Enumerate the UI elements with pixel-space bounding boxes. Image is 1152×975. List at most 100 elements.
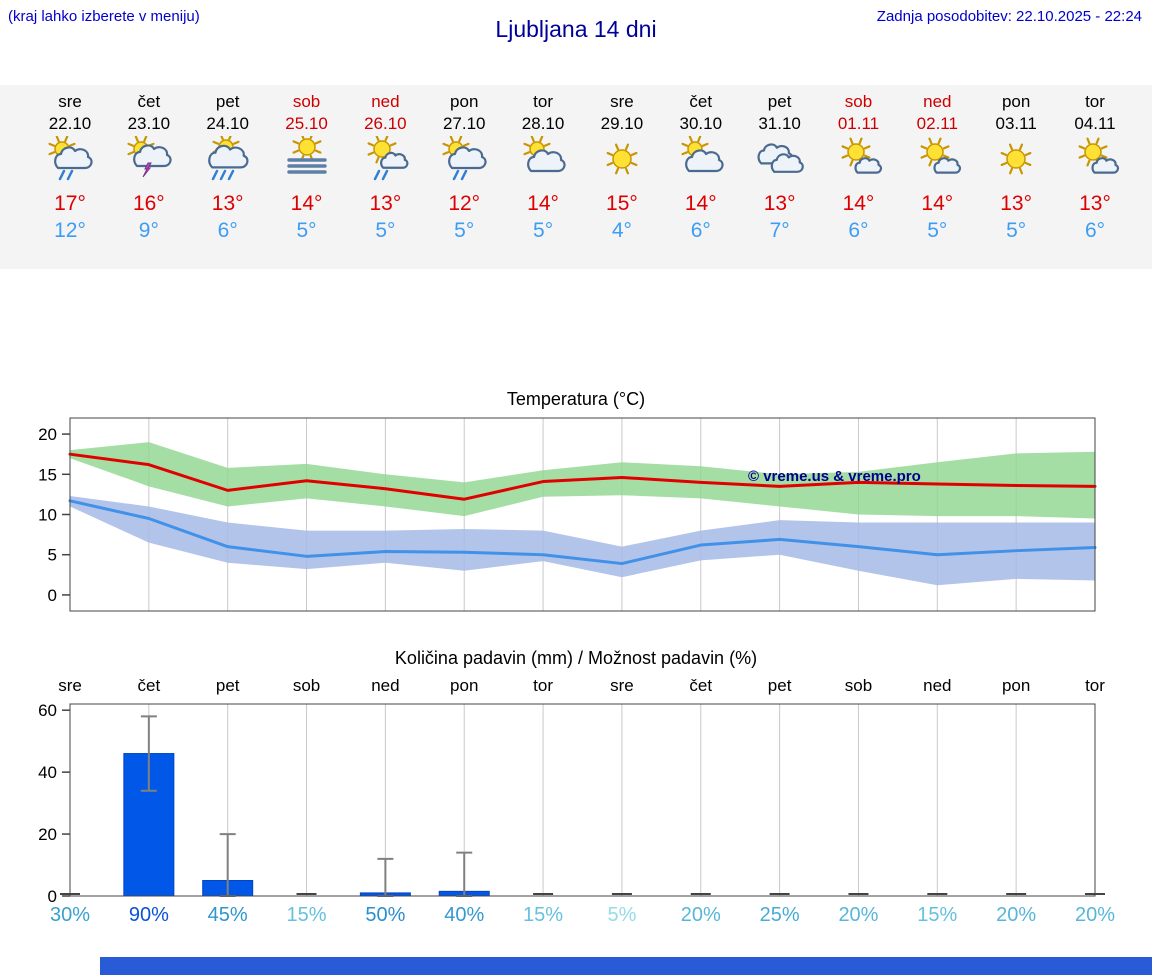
forecast-day: pet 24.10 13° 6° (183, 91, 273, 244)
precip-probability: 20% (680, 904, 721, 926)
max-temp-line (68, 452, 1097, 501)
precip-day-label: pet (215, 676, 240, 695)
temp-max: 14° (527, 192, 559, 215)
y-tick-label: 0 (48, 586, 57, 605)
precip-probability: 15% (917, 904, 958, 926)
temp-min: 6° (690, 219, 711, 242)
precip-day-label: sob (844, 676, 873, 695)
sun-cloud-icon (681, 136, 724, 173)
day-date: 04.11 (1074, 114, 1116, 133)
weather-icon-wrap (656, 135, 746, 185)
day-name: čet (689, 92, 713, 111)
day-name: pet (767, 92, 792, 111)
precipitation-chart: 0 20 40 60 (38, 701, 1105, 906)
day-date: 31.10 (758, 114, 801, 133)
day-date: 30.10 (679, 114, 723, 133)
sun-rain-icon (367, 136, 409, 181)
day-name: pet (215, 92, 240, 111)
temp-max: 16° (132, 192, 165, 215)
day-date: 03.11 (995, 114, 1037, 133)
weather-icon-wrap (892, 135, 982, 185)
temp-max: 14° (684, 192, 717, 215)
precip-probability: 90% (128, 904, 169, 926)
weather-icon-wrap (577, 135, 667, 185)
precip-probability: 15% (523, 904, 564, 926)
y-tick-label: 5 (48, 546, 57, 565)
precip-day-labels: sre čet pet sob ned pon tor sre čet pet sob ned pon t… (0, 676, 1152, 702)
day-name: čet (137, 92, 161, 111)
precip-chart-title: Količina padavin (mm) / Možnost padavin … (394, 648, 758, 668)
temperature-chart: 0 5 10 15 20 © vreme.us & vreme.pro (38, 417, 1097, 612)
forecast-day: pet 31.10 13° 7° (735, 91, 825, 244)
temp-max: 17° (54, 192, 86, 215)
temp-min: 4° (611, 219, 632, 242)
precip-day-label: pon (1001, 676, 1031, 695)
day-name: ned (371, 92, 400, 111)
precip-probability: 30% (49, 904, 91, 926)
sun-cloud-rain-icon (48, 136, 93, 181)
precip-day-label: tor (533, 676, 553, 695)
precip-probability: 5% (607, 904, 637, 926)
weather-icon-wrap (971, 135, 1061, 185)
day-date: 23.10 (127, 114, 171, 133)
weather-icon-wrap (104, 135, 194, 185)
temp-min: 7° (769, 219, 790, 242)
day-name: sob (844, 92, 873, 111)
day-date: 22.10 (48, 114, 92, 133)
temp-min: 5° (927, 219, 948, 242)
temp-max: 13° (211, 192, 244, 215)
day-date: 02.11 (916, 114, 958, 133)
precip-day-label: sob (292, 676, 321, 695)
temp-min: 5° (533, 219, 554, 242)
weather-icon-wrap (262, 135, 352, 185)
temp-min: 12° (54, 219, 86, 242)
day-name: ned (923, 92, 952, 111)
temp-max: 13° (1079, 192, 1111, 215)
precip-day-label: sre (610, 676, 634, 695)
menu-hint[interactable]: (kraj lahko izberete v meniju) (8, 8, 200, 25)
day-name: sre (610, 92, 634, 111)
day-name: tor (533, 92, 553, 111)
sun-cloud-rain-icon (442, 136, 487, 181)
footer-bar (100, 957, 1152, 975)
day-name: tor (1085, 92, 1105, 111)
precip-probability: 40% (444, 904, 485, 926)
sun-smallcloud-icon (1078, 137, 1120, 174)
precip-day-label: čet (137, 676, 161, 695)
temp-max: 14° (921, 192, 954, 215)
temp-min: 5° (375, 219, 396, 242)
forecast-day: ned 26.10 13° 5° (340, 91, 430, 244)
temp-min: 6° (848, 219, 869, 242)
precip-day-label: tor (1085, 676, 1105, 695)
temp-max: 14° (842, 192, 875, 215)
day-name: pon (1001, 92, 1031, 111)
chart-border (69, 703, 1096, 897)
weather-icon-wrap (183, 135, 273, 185)
forecast-day: pon 03.11 13° 5° (971, 91, 1061, 244)
precip-probability: 20% (838, 904, 879, 926)
sunny-icon (606, 143, 638, 175)
page-title: Ljubljana 14 dni (495, 16, 657, 42)
day-date: 01.11 (837, 114, 880, 133)
watermark: © vreme.us & vreme.pro (748, 468, 921, 485)
weather-icon-wrap (1050, 135, 1140, 185)
temp-min: 5° (296, 219, 317, 242)
forecast-day: čet 23.10 16° 9° (104, 91, 194, 244)
weather-icon-wrap (340, 135, 430, 185)
y-tick-label: 40 (38, 763, 57, 782)
weather-icon-wrap (25, 135, 115, 185)
temp-min: 6° (217, 219, 238, 242)
sunny-icon (1000, 143, 1032, 175)
forecast-day: sob 01.11 14° 6° (813, 91, 903, 244)
day-date: 27.10 (442, 114, 486, 133)
precip-probability: 20% (996, 904, 1037, 926)
forecast-day: sre 22.10 17° 12° (25, 91, 115, 244)
weather-icon-wrap (813, 135, 903, 185)
precip-day-label: ned (371, 676, 400, 695)
day-date: 28.10 (521, 114, 565, 133)
sun-cloud-thunder-icon (127, 136, 172, 178)
temp-min: 9° (138, 219, 159, 242)
precip-probability: 50% (365, 904, 406, 926)
day-date: 24.10 (206, 114, 249, 133)
precip-probability: 45% (207, 904, 248, 926)
